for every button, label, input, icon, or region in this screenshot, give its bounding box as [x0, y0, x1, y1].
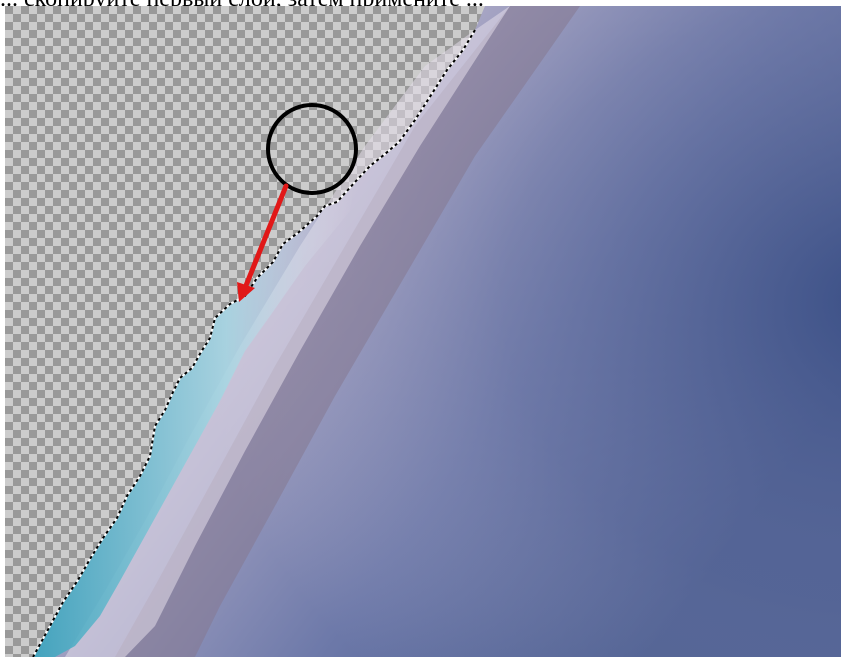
annotation-circle [266, 103, 358, 195]
haze-band [115, 6, 580, 657]
caption-text: ... скопируйте первый слой, затем примен… [0, 0, 484, 11]
sky-image-layer [33, 6, 841, 657]
image-canvas [5, 6, 841, 657]
annotation-arrow [237, 183, 289, 302]
light-band [65, 6, 510, 657]
cyan-fringe [33, 182, 355, 657]
